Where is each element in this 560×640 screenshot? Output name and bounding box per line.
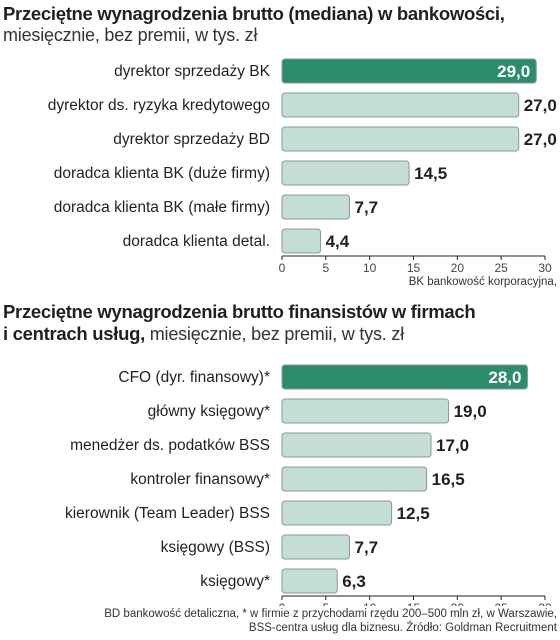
chart2-bar <box>281 500 393 526</box>
chart1-subtitle: miesięcznie, bez premii, w tys. zł <box>3 25 258 45</box>
chart2-subtitle: miesięcznie, bez premii, w tys. zł <box>144 324 404 344</box>
chart1-category-label: dyrektor sprzedaży BD <box>113 131 270 148</box>
chart1-category-label: doradca klienta detal. <box>123 233 270 250</box>
chart2-category-label: księgowy* <box>200 573 270 590</box>
chart2-bar <box>281 568 338 594</box>
chart1-tick-label: 20 <box>451 261 465 275</box>
chart1-value-label: 29,0 <box>497 62 530 81</box>
chart2-plot: CFO (dyr. finansowy)* 28,0 główny księgowy… <box>65 364 552 606</box>
axis-note: BK bankowość korporacyjna, <box>408 276 557 288</box>
chart1-category-label: dyrektor ds. ryzyka kredytowego <box>48 97 270 114</box>
chart1-category-label: doradca klienta BK (duże firmy) <box>54 165 270 182</box>
chart1-tick-label: 10 <box>363 261 377 275</box>
chart2-title-line2-group: i centrach usług, miesięcznie, bez premi… <box>3 323 404 345</box>
chart2-bar <box>281 398 450 424</box>
chart2-category-label: CFO (dyr. finansowy)* <box>118 369 270 386</box>
chart1-bar <box>281 228 322 254</box>
chart2-value-label: 6,3 <box>342 572 366 591</box>
chart2-bar <box>281 364 528 390</box>
chart2-value-label: 16,5 <box>432 470 465 489</box>
chart2-tick-label: 25 <box>494 601 508 606</box>
chart1-category-label: dyrektor sprzedaży BK <box>114 63 271 80</box>
chart2-tick-label: 15 <box>407 601 421 606</box>
chart1-category-label: doradca klienta BK (małe firmy) <box>54 199 270 216</box>
footnote-line2: BSS-centra usług dla biznesu. Źródło: Go… <box>248 622 557 634</box>
chart1-bar <box>281 58 537 84</box>
chart2-value-label: 19,0 <box>454 402 487 421</box>
chart2-value-label: 17,0 <box>436 436 469 455</box>
chart2-tick-label: 20 <box>451 601 465 606</box>
chart2-bar <box>281 534 351 560</box>
chart1-bar <box>281 160 410 186</box>
chart2-value-label: 7,7 <box>355 538 379 557</box>
chart1-plot: dyrektor sprzedaży BK 29,0 dyrektor ds. ry… <box>48 58 557 275</box>
chart2-bar <box>281 432 432 458</box>
chart1-bar <box>281 126 520 152</box>
footnote-line1: BD bankowość detaliczna, * w firmie z pr… <box>104 608 557 620</box>
chart2-value-label: 28,0 <box>488 368 521 387</box>
chart2-value-label: 12,5 <box>397 504 430 523</box>
chart2-title-line1: Przeciętne wynagrodzenia brutto finansis… <box>3 301 476 322</box>
chart2-tick-label: 0 <box>279 601 286 606</box>
chart2-tick-label: 5 <box>322 601 329 606</box>
chart1-bar <box>281 194 351 220</box>
chart2-tick-label: 30 <box>538 601 552 606</box>
chart1-title: Przeciętne wynagrodzenia brutto (mediana… <box>3 3 505 24</box>
chart1-value-label: 27,0 <box>524 96 557 115</box>
chart2-category-label: główny księgowy* <box>148 403 270 420</box>
chart1-bar <box>281 92 520 118</box>
chart2-category-label: kontroler finansowy* <box>130 471 270 488</box>
chart1-tick-label: 0 <box>279 261 286 275</box>
chart2-title-line2: i centrach usług, <box>3 323 145 344</box>
chart1-value-label: 27,0 <box>524 130 557 149</box>
chart2-category-label: menedżer ds. podatków BSS <box>70 437 270 454</box>
chart1-tick-label: 30 <box>538 261 552 275</box>
chart2-tick-label: 10 <box>363 601 377 606</box>
chart1-value-label: 7,7 <box>355 198 379 217</box>
chart1-tick-label: 15 <box>407 261 421 275</box>
chart1-value-label: 14,5 <box>414 164 447 183</box>
chart1-tick-label: 25 <box>494 261 508 275</box>
chart1-value-label: 4,4 <box>326 232 350 251</box>
chart1-tick-label: 5 <box>322 261 329 275</box>
chart2-category-label: księgowy (BSS) <box>161 539 270 556</box>
chart2-bar <box>281 466 428 492</box>
chart2-category-label: kierownik (Team Leader) BSS <box>65 505 270 522</box>
